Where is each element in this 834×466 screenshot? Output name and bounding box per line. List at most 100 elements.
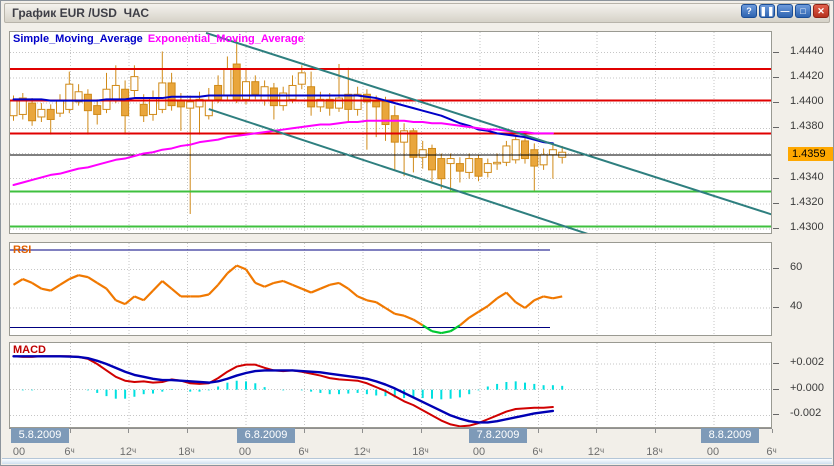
candle-down <box>167 82 176 107</box>
candle-down <box>455 163 464 172</box>
maximize-button[interactable]: □ <box>795 4 811 18</box>
time-label: 18ч <box>646 446 663 458</box>
time-tick <box>362 429 363 433</box>
price-axis-label: 1.4400 <box>790 95 824 107</box>
candle-down <box>521 140 529 160</box>
candle-up <box>446 158 455 165</box>
candle-up <box>316 98 325 108</box>
price-axis-label: 1.4380 <box>790 120 824 132</box>
candle-down <box>232 63 241 100</box>
price-axis-label: 1.4320 <box>790 196 824 208</box>
axis-tick <box>773 203 779 204</box>
axis-tick <box>773 268 779 269</box>
candle-up <box>418 149 427 158</box>
axis-tick <box>773 414 779 415</box>
candle-down <box>381 101 390 126</box>
candle-up <box>288 84 297 100</box>
axis-tick <box>773 228 779 229</box>
candle-up <box>158 82 167 110</box>
price-axis-label: 1.4340 <box>790 171 824 183</box>
window-buttons: ? ❚❚ — □ ✕ <box>741 4 829 18</box>
minimize-button[interactable]: — <box>777 4 793 18</box>
candle-down <box>437 158 446 180</box>
time-label: 18ч <box>412 446 429 458</box>
time-tick <box>128 429 129 433</box>
candle-down <box>46 108 55 120</box>
candle-up <box>400 130 409 143</box>
close-button[interactable]: ✕ <box>813 4 829 18</box>
date-badge: 6.8.2009 <box>237 428 295 443</box>
candle-up <box>335 97 343 109</box>
candle-down <box>372 101 381 108</box>
rsi-axis-label: 60 <box>790 261 803 273</box>
candle-up <box>195 98 204 108</box>
horizontal-scrollbar[interactable] <box>2 458 832 464</box>
macd-panel[interactable] <box>9 342 772 428</box>
candle-up <box>279 92 288 107</box>
candle-up <box>465 158 474 173</box>
time-tick <box>186 429 188 433</box>
candle-down <box>307 86 316 108</box>
time-axis-line <box>9 428 772 429</box>
time-label: 00 <box>472 446 486 458</box>
time-label: 6ч <box>532 446 543 458</box>
pause-button[interactable]: ❚❚ <box>759 4 775 18</box>
candlestick-canvas <box>10 32 771 233</box>
ema-legend-label: Exponential_Moving_Average <box>147 33 304 45</box>
rsi-canvas <box>10 243 771 335</box>
date-badge: 8.8.2009 <box>701 428 759 443</box>
candle-down <box>474 158 483 177</box>
axis-tick <box>773 363 779 364</box>
candle-down <box>139 103 148 117</box>
indicator-legend: Simple_Moving_Average Exponential_Moving_… <box>13 33 304 45</box>
candle-up <box>18 97 27 115</box>
time-label: 6ч <box>766 446 777 458</box>
candle-up <box>186 101 195 109</box>
sma-legend-label: Simple_Moving_Average <box>13 33 143 45</box>
candle-up <box>242 81 250 100</box>
candle-down <box>269 87 278 107</box>
axis-tick <box>773 389 779 390</box>
candle-up <box>56 100 64 114</box>
time-label: 12ч <box>587 446 605 458</box>
help-button[interactable]: ? <box>741 4 757 18</box>
candle-down <box>409 130 418 158</box>
title-bar[interactable]: График EUR /USD ЧАС <box>4 3 830 23</box>
rsi-axis-label: 40 <box>790 300 803 312</box>
candle-down <box>121 88 130 117</box>
axis-tick <box>773 102 779 103</box>
macd-axis-label: +0.002 <box>790 356 824 368</box>
axis-tick <box>773 127 779 128</box>
candle-down <box>390 115 399 143</box>
rsi-panel[interactable] <box>9 242 772 336</box>
current-price-label: 1.4359 <box>788 147 833 161</box>
candle-up <box>483 163 492 173</box>
macd-label: MACD <box>13 344 46 356</box>
candle-up <box>353 93 362 110</box>
axis-tick <box>773 77 779 78</box>
candle-up <box>297 72 306 85</box>
time-tick <box>596 429 597 433</box>
candle-down <box>93 105 102 115</box>
candle-up <box>74 91 83 103</box>
time-tick <box>771 429 773 433</box>
time-tick <box>654 429 656 433</box>
candle-up <box>111 84 120 100</box>
time-label: 00 <box>238 446 252 458</box>
candle-up <box>130 76 139 91</box>
time-label: 12ч <box>119 446 137 458</box>
candle-up <box>204 100 213 117</box>
candle-up <box>502 145 511 163</box>
candle-up <box>65 83 74 110</box>
time-tick <box>420 429 422 433</box>
time-label: 12ч <box>353 446 371 458</box>
date-badge: 5.8.2009 <box>11 428 69 443</box>
candle-up <box>548 149 557 156</box>
date-badge: 7.8.2009 <box>469 428 527 443</box>
time-label: 6ч <box>64 446 75 458</box>
time-label: 00 <box>12 446 26 458</box>
candle-down <box>83 93 92 112</box>
time-tick <box>537 429 539 433</box>
main-chart-panel[interactable] <box>9 31 772 234</box>
